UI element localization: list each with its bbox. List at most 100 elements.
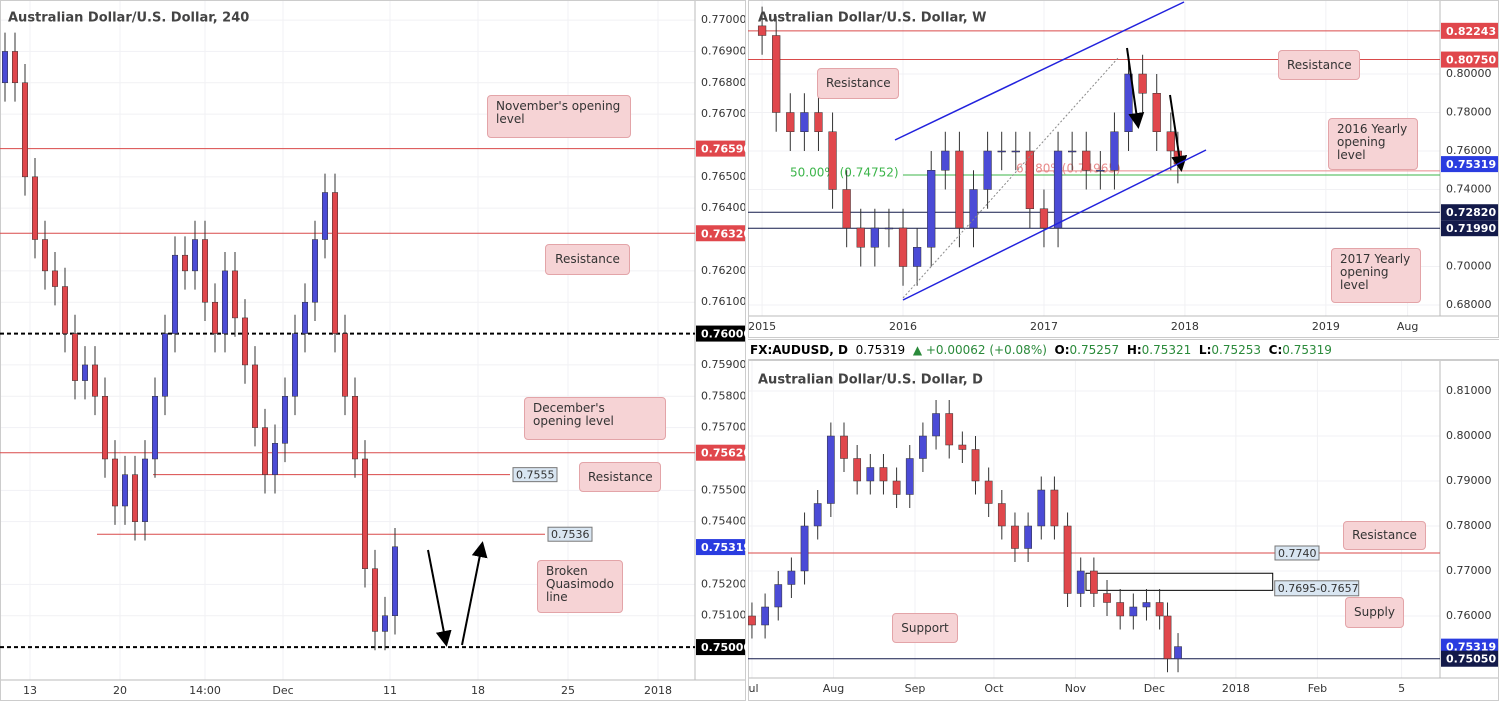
candle-body bbox=[941, 150, 950, 171]
candle-body bbox=[1138, 73, 1147, 94]
fib-label: 50.00% (0.74752) bbox=[790, 166, 899, 180]
level-label: 0.7536 bbox=[551, 528, 590, 541]
y-tick-label: 0.68000 bbox=[1446, 298, 1492, 311]
x-tick-label: Aug bbox=[1397, 320, 1418, 333]
close-key: C: bbox=[1268, 343, 1283, 357]
y-tick-label: 0.77000 bbox=[1446, 564, 1492, 577]
x-tick-label: 2018 bbox=[644, 684, 672, 697]
x-tick-label: Sep bbox=[905, 682, 926, 695]
candle-body bbox=[912, 247, 922, 267]
y-tick-label: 0.75400 bbox=[701, 515, 746, 528]
candle-body bbox=[814, 112, 823, 133]
candle-body bbox=[372, 568, 378, 632]
price-label-box bbox=[1441, 22, 1498, 39]
candle-body bbox=[342, 333, 348, 397]
price-label: 0.80750 bbox=[1446, 54, 1496, 67]
candle-body bbox=[748, 615, 756, 626]
y-tick-label: 0.81000 bbox=[1446, 384, 1492, 397]
candle-body bbox=[152, 396, 158, 460]
price-label-box bbox=[696, 140, 745, 157]
x-tick-label: 14:00 bbox=[189, 684, 221, 697]
candle-body bbox=[62, 286, 68, 334]
high-key: H: bbox=[1126, 343, 1142, 357]
candle-body bbox=[2, 51, 8, 84]
candle-body bbox=[42, 239, 48, 272]
price-label-box bbox=[1441, 51, 1498, 68]
open-value: 0.75257 bbox=[1069, 343, 1120, 357]
candle-body bbox=[1110, 131, 1119, 171]
candle-body bbox=[892, 480, 901, 495]
x-tick-label: 2015 bbox=[748, 320, 776, 333]
y-tick-label: 0.75900 bbox=[701, 358, 746, 371]
candle-body bbox=[202, 239, 208, 303]
x-tick-label: 5 bbox=[1398, 682, 1405, 695]
low-value: 0.75253 bbox=[1211, 343, 1261, 357]
y-tick-label: 0.76700 bbox=[701, 107, 746, 120]
candle-body bbox=[945, 413, 954, 446]
close-value: 0.75319 bbox=[1282, 343, 1332, 357]
candle-body bbox=[884, 227, 894, 230]
y-tick-label: 0.80000 bbox=[1446, 429, 1492, 442]
price-label: 0.75050 bbox=[1446, 653, 1496, 666]
candle-body bbox=[232, 270, 238, 319]
candle-body bbox=[262, 427, 268, 475]
candle-body bbox=[997, 150, 1006, 153]
zone-label: 0.7695-0.7657 bbox=[1278, 582, 1359, 595]
price-label: 0.75319 bbox=[1446, 158, 1496, 171]
candle-body bbox=[72, 333, 78, 381]
candle-body bbox=[82, 364, 88, 381]
candle-body bbox=[969, 189, 978, 229]
callout: Resistance bbox=[579, 462, 661, 492]
price-label-box bbox=[696, 539, 745, 556]
candle-body bbox=[322, 192, 328, 240]
price-label: 0.75000 bbox=[701, 641, 746, 654]
callout: Support bbox=[892, 613, 958, 643]
candle-body bbox=[222, 270, 228, 334]
candle-body bbox=[1142, 602, 1151, 608]
price-label-box bbox=[696, 639, 745, 656]
price-label-box bbox=[1441, 638, 1498, 655]
candle-body bbox=[786, 112, 795, 133]
level-label: 0.7555 bbox=[516, 469, 555, 482]
candle-body bbox=[252, 364, 258, 428]
candle-body bbox=[856, 227, 865, 248]
x-tick-label: 20 bbox=[113, 684, 127, 697]
candle-body bbox=[102, 396, 108, 460]
candle-body bbox=[1166, 131, 1175, 152]
candle-body bbox=[362, 458, 368, 569]
y-tick-label: 0.80000 bbox=[1446, 67, 1492, 80]
candle-body bbox=[1152, 93, 1161, 133]
y-tick-label: 0.76000 bbox=[1446, 609, 1492, 622]
candle-body bbox=[1011, 150, 1020, 153]
y-tick-label: 0.75800 bbox=[701, 389, 746, 402]
price-label: 0.82243 bbox=[1446, 25, 1496, 38]
x-tick-label: Dec bbox=[272, 684, 293, 697]
candle-body bbox=[971, 449, 980, 482]
symbol: FX:AUDUSD, D bbox=[750, 343, 848, 357]
candle-body bbox=[92, 364, 98, 397]
y-tick-label: 0.78000 bbox=[1446, 519, 1492, 532]
candle-body bbox=[1129, 606, 1138, 617]
x-tick-label: 11 bbox=[383, 684, 397, 697]
candle-body bbox=[312, 239, 318, 303]
level-label: 0.7740 bbox=[1278, 547, 1317, 560]
callout: Resistance bbox=[1278, 50, 1360, 80]
candle-body bbox=[1090, 570, 1098, 594]
x-tick-label: Jul bbox=[748, 682, 759, 695]
candle-body bbox=[757, 25, 767, 36]
candle-body bbox=[142, 458, 148, 522]
y-tick-label: 0.76100 bbox=[701, 295, 746, 308]
candle-body bbox=[112, 458, 118, 507]
price-label-box bbox=[696, 225, 745, 242]
callout: Broken Quasimodo line bbox=[537, 560, 623, 613]
candle-body bbox=[772, 35, 781, 113]
x-tick-label: 2018 bbox=[1171, 320, 1199, 333]
candle-body bbox=[52, 270, 58, 287]
candle-body bbox=[787, 570, 796, 585]
x-tick-label: Nov bbox=[1065, 682, 1087, 695]
level-label-box bbox=[512, 467, 558, 483]
level-label-box bbox=[1274, 545, 1320, 561]
candle-body bbox=[800, 525, 809, 572]
